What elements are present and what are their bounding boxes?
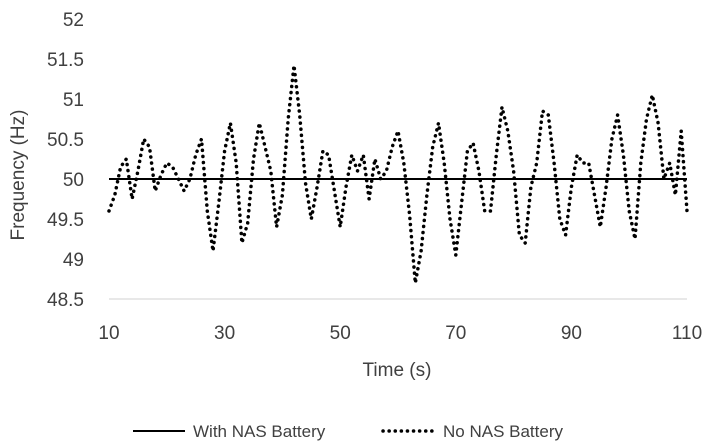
x-tick-label: 90 [561, 323, 582, 344]
y-tick-label: 50 [63, 170, 84, 191]
y-tick-label: 48.5 [47, 290, 84, 311]
legend-label-with-nas: With NAS Battery [193, 422, 326, 441]
y-tick-label: 51 [63, 90, 84, 111]
x-tick-label: 70 [445, 323, 466, 344]
legend: With NAS Battery No NAS Battery [133, 422, 563, 441]
x-tick-label: 30 [214, 323, 235, 344]
y-tick-label: 52 [63, 10, 84, 31]
y-tick-label: 51.5 [47, 50, 84, 71]
legend-label-no-nas: No NAS Battery [443, 422, 563, 441]
x-tick-label: 50 [330, 323, 351, 344]
y-tick-label: 50.5 [47, 130, 84, 151]
y-tick-label: 49.5 [47, 210, 84, 231]
y-axis-title: Frequency (Hz) [8, 110, 29, 241]
x-axis-title: Time (s) [363, 360, 432, 381]
y-tick-label: 49 [63, 250, 84, 271]
x-tick-label: 110 [672, 323, 702, 344]
series-line-no-nas-battery [107, 63, 689, 285]
x-tick-label: 10 [98, 323, 119, 344]
